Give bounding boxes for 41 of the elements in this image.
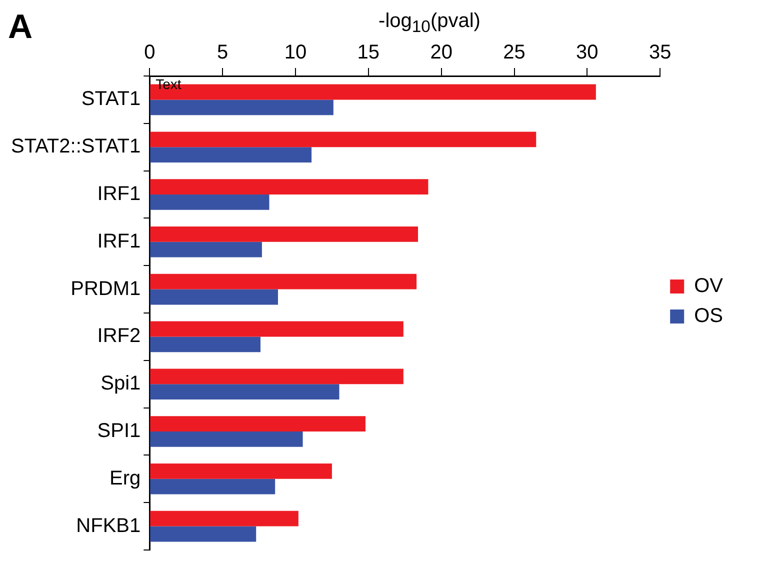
y-tick-label: STAT1 (81, 88, 141, 110)
x-tick-label: 25 (503, 42, 526, 64)
bar (150, 510, 298, 526)
bar (150, 336, 260, 352)
bar (150, 147, 312, 163)
bar (150, 416, 366, 432)
bar (150, 274, 417, 290)
x-tick-label: 10 (284, 42, 307, 64)
x-axis-title: -log$_{10}$(pval) (378, 10, 480, 36)
y-tick-label: STAT2::STAT1 (10, 136, 141, 158)
bar (150, 226, 418, 242)
y-tick-label: SPI1 (97, 420, 141, 442)
bar (150, 194, 270, 210)
y-tick-label: Spi1 (100, 372, 141, 395)
bar (150, 432, 303, 447)
y-tick-label: IRF2 (97, 325, 141, 348)
x-tick-label: 20 (430, 42, 452, 64)
x-tick-label: 5 (217, 42, 228, 64)
bar (150, 368, 404, 384)
bar (150, 242, 262, 258)
y-tick-label: Erg (110, 467, 141, 490)
y-tick-label: IRF1 (97, 183, 141, 206)
x-tick-label: 30 (576, 42, 598, 64)
bar (150, 478, 276, 494)
bar (150, 179, 428, 194)
y-tick-label: NFKB1 (76, 514, 141, 537)
x-tick-label: 0 (144, 42, 156, 64)
bar (150, 526, 256, 542)
y-tick-label: IRF1 (97, 230, 141, 252)
bar (150, 463, 332, 479)
bar (150, 289, 278, 305)
y-tick-label: PRDM1 (70, 278, 141, 300)
bar (150, 321, 404, 337)
bar (150, 384, 340, 400)
x-tick-label: 15 (357, 42, 380, 64)
legend-label: OV (694, 275, 724, 298)
legend-label: OS (694, 305, 724, 328)
x-tick-label: 35 (648, 42, 672, 64)
bar (150, 132, 536, 148)
text: A (8, 8, 33, 47)
bar (150, 100, 334, 116)
